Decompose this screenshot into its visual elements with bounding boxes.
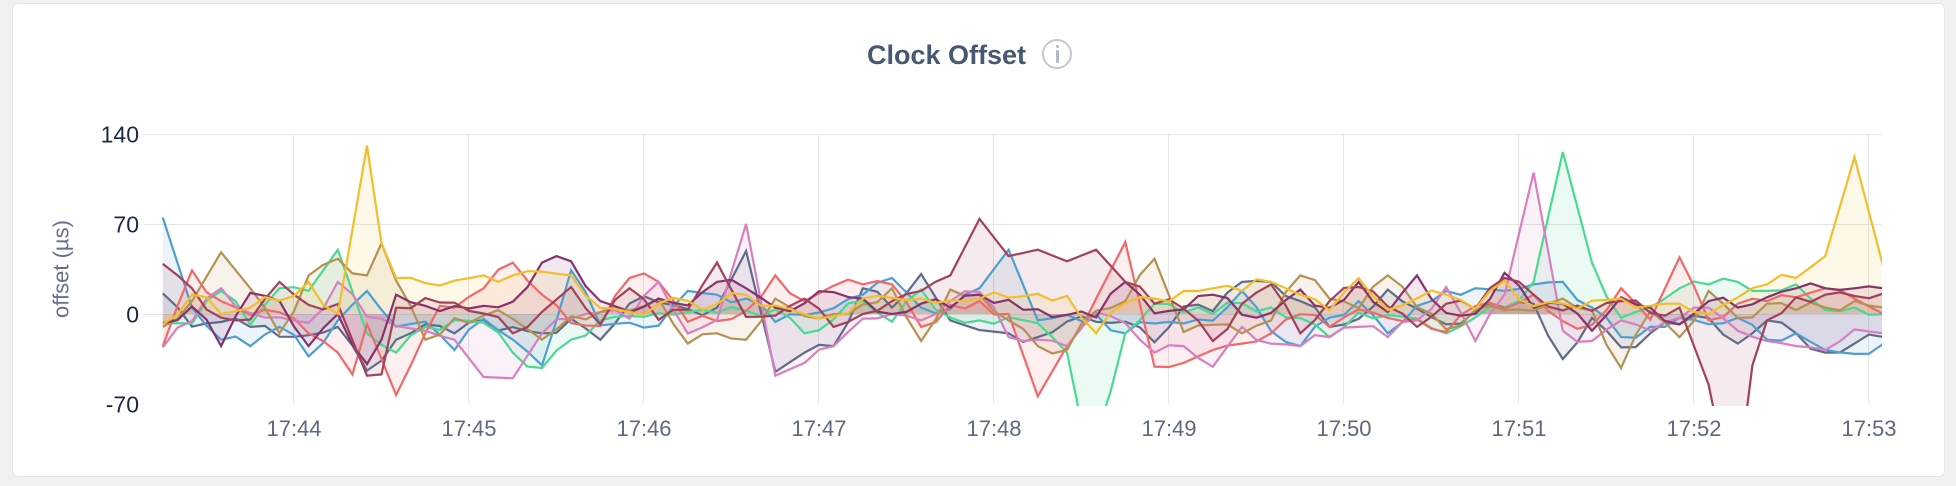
- svg-text:-70: -70: [106, 392, 139, 418]
- svg-text:17:49: 17:49: [1141, 416, 1196, 441]
- svg-text:17:48: 17:48: [966, 416, 1021, 441]
- svg-text:17:53: 17:53: [1841, 416, 1896, 441]
- svg-text:140: 140: [101, 122, 139, 148]
- svg-text:17:46: 17:46: [616, 416, 671, 441]
- svg-text:offset (µs): offset (µs): [49, 220, 74, 318]
- svg-text:17:47: 17:47: [791, 416, 846, 441]
- svg-text:0: 0: [126, 302, 139, 328]
- svg-text:17:52: 17:52: [1666, 416, 1721, 441]
- svg-text:17:44: 17:44: [266, 416, 321, 441]
- svg-text:17:50: 17:50: [1316, 416, 1371, 441]
- svg-text:17:45: 17:45: [441, 416, 496, 441]
- svg-text:70: 70: [113, 212, 139, 238]
- svg-text:17:51: 17:51: [1491, 416, 1546, 441]
